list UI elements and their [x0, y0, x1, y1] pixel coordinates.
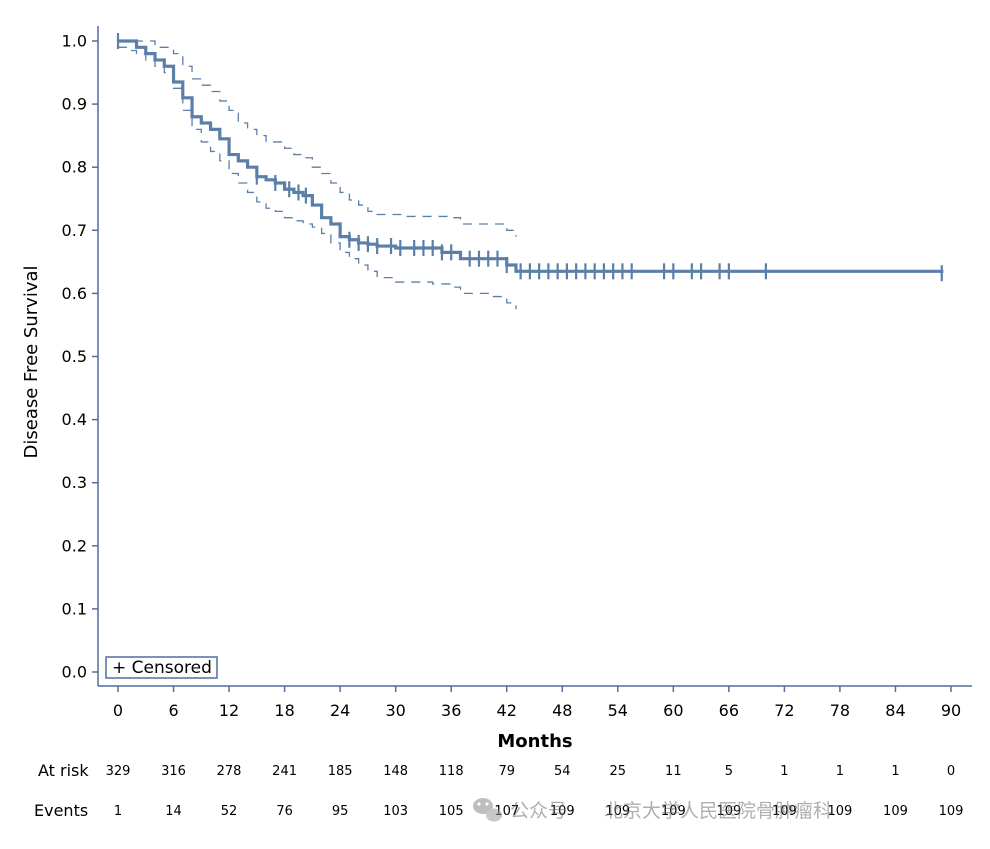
- at-risk-value: 316: [161, 764, 186, 779]
- y-tick-label: 0.7: [62, 221, 87, 240]
- survival-curve: [118, 39, 944, 274]
- events-value: 52: [221, 804, 238, 819]
- at-risk-value: 148: [383, 764, 408, 779]
- at-risk-value: 185: [328, 764, 353, 779]
- y-tick-label: 1.0: [62, 32, 87, 51]
- x-tick-label: 90: [941, 701, 961, 720]
- y-tick-label: 0.1: [62, 599, 87, 618]
- wechat-icon: [473, 798, 502, 822]
- events-value: 109: [772, 804, 797, 819]
- x-tick-label: 18: [274, 701, 294, 720]
- legend-frame: [105, 656, 218, 679]
- at-risk-row: 329 316 278 241 185 148 118 79 54 25 11 5 1 1 1 0: [106, 764, 956, 779]
- at-risk-value: 329: [106, 764, 131, 779]
- at-risk-value: 1: [891, 764, 899, 779]
- events-value: 76: [276, 804, 293, 819]
- watermark: 公众号 北京大学人民医院骨肿瘤科: [473, 798, 832, 822]
- at-risk-value: 1: [836, 764, 844, 779]
- at-risk-value: 79: [498, 764, 515, 779]
- lower-confidence-band: [118, 46, 517, 310]
- at-risk-value: 118: [439, 764, 464, 779]
- at-risk-value: 278: [217, 764, 242, 779]
- events-value: 109: [883, 804, 908, 819]
- events-row: 1 14 52 76 95 103 105 107 109 109 109 109 109 109 109 1…: [114, 804, 964, 819]
- x-tick-label: 12: [219, 701, 239, 720]
- x-axis-title: Months: [497, 731, 572, 752]
- events-value: 95: [332, 804, 349, 819]
- x-tick-label: 30: [385, 701, 405, 720]
- legend-box: + Censored: [105, 656, 218, 679]
- legend-label: + Censored: [112, 658, 212, 678]
- at-risk-value: 25: [610, 764, 627, 779]
- events-value: 103: [383, 804, 408, 819]
- x-tick-label: 60: [663, 701, 683, 720]
- at-risk-value: 5: [725, 764, 733, 779]
- events-value: 109: [605, 804, 630, 819]
- at-risk-value: 241: [272, 764, 297, 779]
- x-tick-label: 0: [113, 701, 123, 720]
- x-tick-label: 66: [719, 701, 739, 720]
- x-tick-label: 24: [330, 701, 350, 720]
- at-risk-value: 54: [554, 764, 571, 779]
- events-value: 109: [661, 804, 686, 819]
- y-axis-ticks: 0.0 0.1 0.2 0.3 0.4 0.5 0.6 0.7 0.8 0.9 1.0: [62, 32, 98, 682]
- y-tick-label: 0.4: [62, 410, 87, 429]
- y-tick-label: 0.3: [62, 473, 87, 492]
- events-value: 1: [114, 804, 122, 819]
- events-value: 14: [165, 804, 182, 819]
- y-tick-label: 0.6: [62, 284, 87, 303]
- at-risk-value: 0: [947, 764, 955, 779]
- x-tick-label: 84: [885, 701, 905, 720]
- watermark-account-label: 公众号: [510, 800, 567, 822]
- x-tick-label: 42: [497, 701, 517, 720]
- at-risk-value: 1: [780, 764, 788, 779]
- x-tick-label: 78: [830, 701, 850, 720]
- watermark-department-label: 北京大学人民医院骨肿瘤科: [604, 800, 832, 822]
- upper-confidence-band: [118, 40, 517, 237]
- x-tick-label: 36: [441, 701, 461, 720]
- x-tick-label: 6: [168, 701, 178, 720]
- at-risk-value: 11: [665, 764, 682, 779]
- y-tick-label: 0.2: [62, 536, 87, 555]
- x-axis-ticks: 0 6 12 18 24 30 36 42 48 54 60 66 72 78 84 90: [113, 686, 961, 720]
- events-value: 109: [939, 804, 964, 819]
- y-tick-label: 0.0: [62, 663, 87, 682]
- censor-marks: [116, 33, 943, 282]
- events-label: Events: [34, 801, 88, 820]
- y-axis-title: Disease Free Survival: [21, 265, 42, 458]
- x-tick-label: 48: [552, 701, 572, 720]
- x-tick-label: 72: [774, 701, 794, 720]
- y-tick-label: 0.5: [62, 347, 87, 366]
- events-value: 109: [550, 804, 575, 819]
- x-tick-label: 54: [608, 701, 628, 720]
- events-value: 105: [439, 804, 464, 819]
- events-value: 109: [828, 804, 853, 819]
- y-tick-label: 0.8: [62, 158, 87, 177]
- events-value: 109: [716, 804, 741, 819]
- at-risk-label: At risk: [38, 761, 89, 780]
- y-tick-label: 0.9: [62, 95, 87, 114]
